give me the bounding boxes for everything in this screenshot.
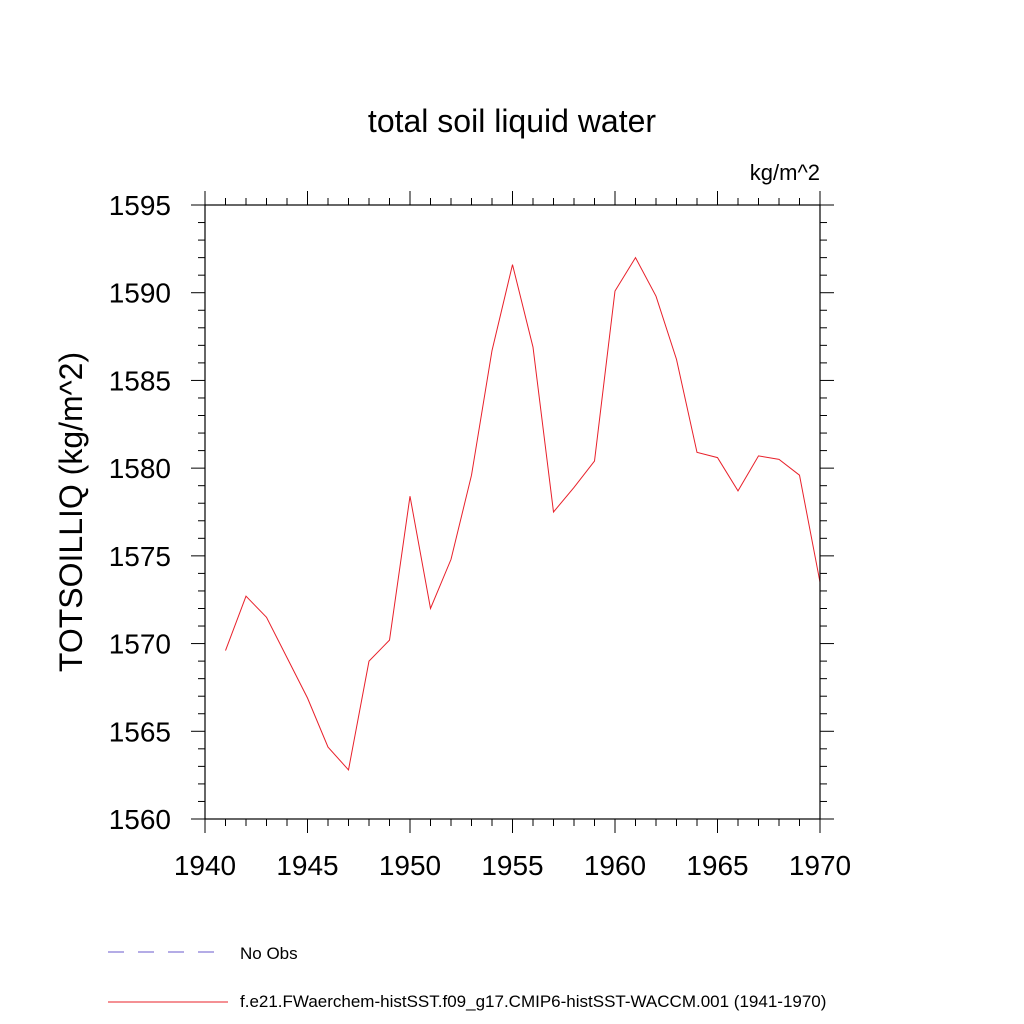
y-tick-label: 1595 bbox=[109, 190, 171, 221]
plot-area bbox=[225, 256, 821, 771]
units-label: kg/m^2 bbox=[750, 160, 820, 185]
x-tick-label: 1950 bbox=[379, 850, 441, 881]
chart-title: total soil liquid water bbox=[368, 103, 656, 139]
y-axis-label: TOTSOILLIQ (kg/m^2) bbox=[53, 352, 89, 672]
legend-label-model: f.e21.FWaerchem-histSST.f09_g17.CMIP6-hi… bbox=[240, 992, 826, 1011]
y-tick-label: 1570 bbox=[109, 629, 171, 660]
series-line bbox=[225, 256, 821, 771]
x-tick-label: 1970 bbox=[789, 850, 851, 881]
y-tick-label: 1565 bbox=[109, 716, 171, 747]
y-tick-label: 1575 bbox=[109, 541, 171, 572]
x-tick-label: 1965 bbox=[686, 850, 748, 881]
y-tick-label: 1560 bbox=[109, 804, 171, 835]
x-tick-label: 1960 bbox=[584, 850, 646, 881]
y-tick-label: 1580 bbox=[109, 453, 171, 484]
y-tick-label: 1585 bbox=[109, 365, 171, 396]
legend: No Obs f.e21.FWaerchem-histSST.f09_g17.C… bbox=[108, 944, 826, 1011]
y-tick-label: 1590 bbox=[109, 278, 171, 309]
axis-ticks: 1940 1945 1950 1955 1960 1965 1970 1560 1565 1570… bbox=[109, 190, 851, 881]
legend-label-obs: No Obs bbox=[240, 944, 298, 963]
plot-frame bbox=[204, 204, 821, 820]
x-tick-label: 1945 bbox=[276, 850, 338, 881]
x-tick-label: 1955 bbox=[481, 850, 543, 881]
x-tick-label: 1940 bbox=[174, 850, 236, 881]
